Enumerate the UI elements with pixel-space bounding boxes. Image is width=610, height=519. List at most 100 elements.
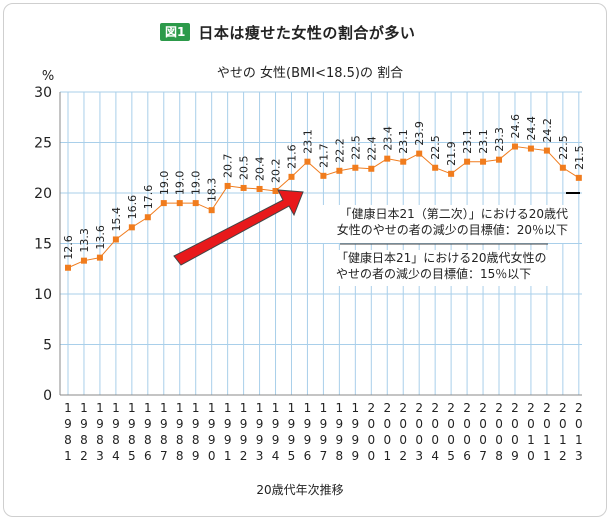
data-point [559,164,566,171]
x-tick-label: 0 [447,417,455,431]
figure-header: 図1 日本は痩せた女性の割合が多い [160,22,415,42]
data-label: 19.0 [158,171,171,196]
data-point [480,158,487,165]
data-point [112,236,119,243]
x-tick-label: 4 [112,449,120,463]
data-label: 22.5 [349,135,362,160]
x-tick-label: 9 [320,417,328,431]
data-label: 24.2 [541,118,554,143]
x-tick-label: 0 [559,417,567,431]
x-tick-label: 0 [479,417,487,431]
data-label: 20.5 [238,155,251,179]
y-tick-label: 25 [34,136,52,152]
x-tick-label: 0 [479,433,487,447]
annotation-2-text: 「健康日本21」における20歳代女性の [336,250,547,265]
y-tick-labels: 0 5 10 15 20 25 30 [34,85,52,404]
x-tick-label: 1 [224,401,232,415]
data-point [336,167,343,174]
x-tick-label: 5 [288,449,296,463]
data-point [208,207,215,214]
x-tick-label: 9 [240,417,248,431]
x-tick-label: 1 [527,433,535,447]
x-tick-label: 6 [463,449,471,463]
x-tick-label: 2 [463,401,471,415]
x-tick-label: 0 [511,417,519,431]
x-tick-label: 6 [304,449,312,463]
x-tick-label: 2 [479,401,487,415]
x-tick-label: 1 [128,401,136,415]
annotation-box-2 [326,250,562,286]
x-tick-label: 2 [399,401,407,415]
chart-title: やせの 女性(BMI<18.5)の 割合 [217,65,403,81]
x-tick-label: 4 [431,449,439,463]
x-tick-label: 1 [96,401,104,415]
data-point [192,200,199,207]
x-tick-label: 8 [96,433,104,447]
x-tick-label: 5 [447,449,455,463]
x-tick-label: 8 [336,449,344,463]
y-tick-label: 15 [34,237,52,253]
y-tick-label: 10 [34,287,52,303]
x-tick-label: 2 [367,401,375,415]
data-label: 13.3 [78,228,91,253]
x-tick-label: 0 [463,417,471,431]
annotation-1-text: 「健康日本21（第二次）」における20歳代 [339,206,568,221]
x-tick-label: 1 [80,401,88,415]
x-tick-label: 9 [272,433,280,447]
data-point [128,224,135,231]
x-tick-label: 0 [383,433,391,447]
x-tick-label: 8 [495,449,503,463]
x-tick-label: 9 [208,433,216,447]
data-point [96,254,103,261]
x-tick-label: 1 [575,433,583,447]
data-label: 22.4 [365,136,378,161]
data-label: 18.3 [206,178,219,203]
series-line [65,143,582,271]
x-tick-label: 9 [288,417,296,431]
data-point [256,185,263,192]
data-point [80,257,87,264]
x-tick-label: 1 [352,401,360,415]
data-label: 17.6 [142,185,155,210]
x-tick-label: 0 [399,417,407,431]
x-tick-label: 1 [176,401,184,415]
x-tick-label: 8 [64,433,72,447]
data-label: 21.6 [285,144,298,169]
x-tick-label: 1 [192,401,200,415]
x-tick-label: 3 [575,449,583,463]
data-point [224,182,231,189]
x-tick-label: 5 [128,449,136,463]
x-tick-label: 8 [80,433,88,447]
x-tick-label: 3 [415,449,423,463]
y-tick-label: 30 [34,85,52,101]
annotation-box-1 [312,205,570,243]
x-tick-label: 8 [160,433,168,447]
x-tick-label: 9 [240,433,248,447]
data-label: 19.0 [174,171,187,196]
data-point [575,174,582,181]
x-tick-label: 1 [320,401,328,415]
x-tick-label: 0 [208,449,216,463]
x-tick-label: 1 [383,449,391,463]
x-tick-label: 7 [479,449,487,463]
data-point [320,172,327,179]
x-tick-label: 1 [240,401,248,415]
data-label: 23.3 [493,127,506,151]
x-tick-label: 0 [495,417,503,431]
x-tick-label: 9 [352,417,360,431]
trend-arrow [173,189,304,266]
data-point [527,145,534,152]
data-point [304,158,311,165]
x-tick-label: 9 [511,449,519,463]
x-tick-label: 1 [256,401,264,415]
x-tick-label: 9 [336,417,344,431]
data-label: 19.0 [190,171,203,196]
x-tick-label: 2 [495,401,503,415]
x-tick-label: 9 [64,417,72,431]
data-point [464,158,471,165]
x-tick-label: 7 [160,449,168,463]
x-tick-label: 9 [208,417,216,431]
x-tick-label: 0 [527,449,535,463]
x-tick-label: 0 [367,449,375,463]
